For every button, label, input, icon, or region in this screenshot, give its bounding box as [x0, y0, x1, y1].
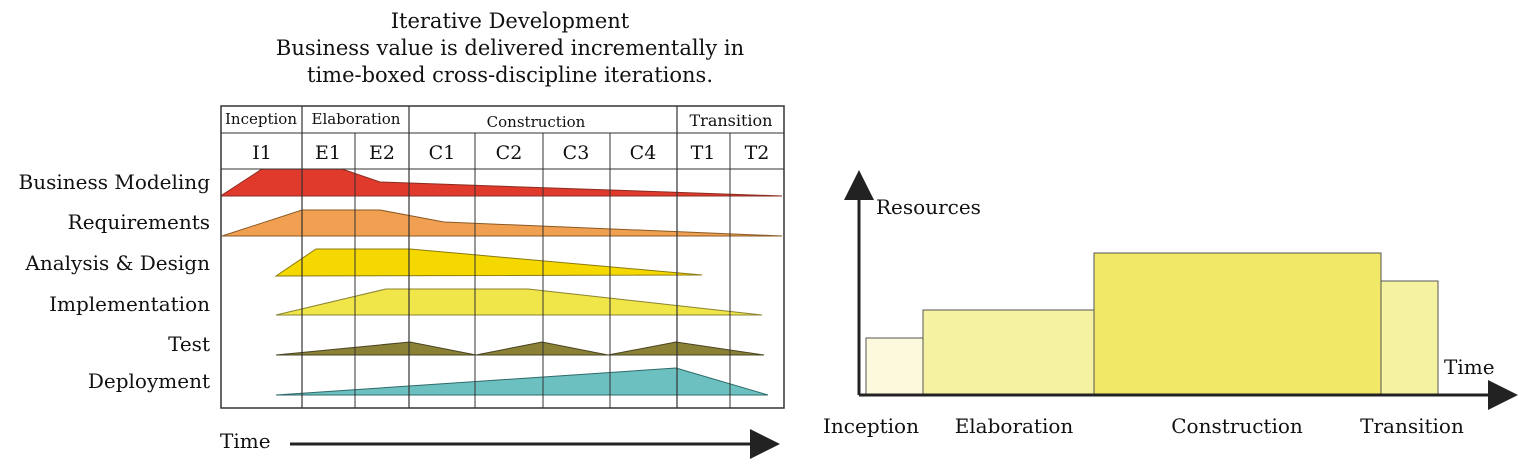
iteration-label: E2	[369, 142, 395, 164]
iteration-label: I1	[252, 142, 272, 164]
iteration-label: T1	[691, 142, 716, 164]
test-shape	[275, 341, 765, 356]
diagram-title-block: Iterative Development Business value is …	[250, 8, 770, 89]
phase-label-transition: Transition	[690, 111, 773, 130]
phase-label-elaboration: Elaboration	[312, 110, 401, 128]
business-modeling-shape	[221, 168, 783, 197]
discipline-label-requirements: Requirements	[68, 210, 210, 234]
phase-axis-label-inception: Inception	[823, 414, 919, 438]
phase-axis-label-transition: Transition	[1360, 414, 1464, 438]
diagram-subtitle-line-1: Business value is delivered incrementall…	[275, 36, 745, 60]
discipline-label-business-modeling: Business Modeling	[19, 170, 211, 194]
diagram-title: Iterative Development	[390, 9, 630, 33]
right-time-label: Time	[1444, 355, 1495, 379]
resources-axis-label: Resources	[876, 195, 981, 219]
discipline-label-test: Test	[168, 332, 210, 356]
iterative-development-chart: Inception Elaboration Construction Trans…	[19, 105, 785, 459]
phase-axis-label-construction: Construction	[1171, 414, 1303, 438]
iteration-grid-frame	[220, 105, 785, 409]
iteration-label: E1	[315, 142, 341, 164]
phase-label-inception: Inception	[225, 110, 297, 128]
implementation-shape	[275, 288, 763, 316]
analysis-design-shape	[274, 248, 703, 277]
resource-bar-construction	[1093, 252, 1382, 396]
phase-label-construction: Construction	[487, 113, 586, 131]
discipline-label-deployment: Deployment	[88, 369, 210, 393]
resources-chart: Resources Time Inception Elaboration Con…	[823, 170, 1518, 438]
resource-bar-inception	[865, 337, 924, 396]
discipline-label-analysis-design: Analysis & Design	[24, 251, 210, 275]
requirements-shape	[221, 209, 783, 237]
phase-axis-label-elaboration: Elaboration	[955, 414, 1074, 438]
resource-bar-transition	[1380, 280, 1439, 396]
deployment-shape	[275, 367, 769, 396]
iteration-label: C2	[496, 142, 523, 164]
resource-bar-elaboration	[922, 309, 1095, 396]
iteration-label: T2	[745, 142, 770, 164]
iteration-label: C1	[429, 142, 456, 164]
iteration-label: C3	[563, 142, 590, 164]
discipline-label-implementation: Implementation	[49, 292, 210, 316]
left-time-label: Time	[220, 429, 271, 453]
diagram-subtitle-line-2: time-boxed cross-discipline iterations.	[307, 63, 713, 87]
iteration-label: C4	[630, 142, 657, 164]
